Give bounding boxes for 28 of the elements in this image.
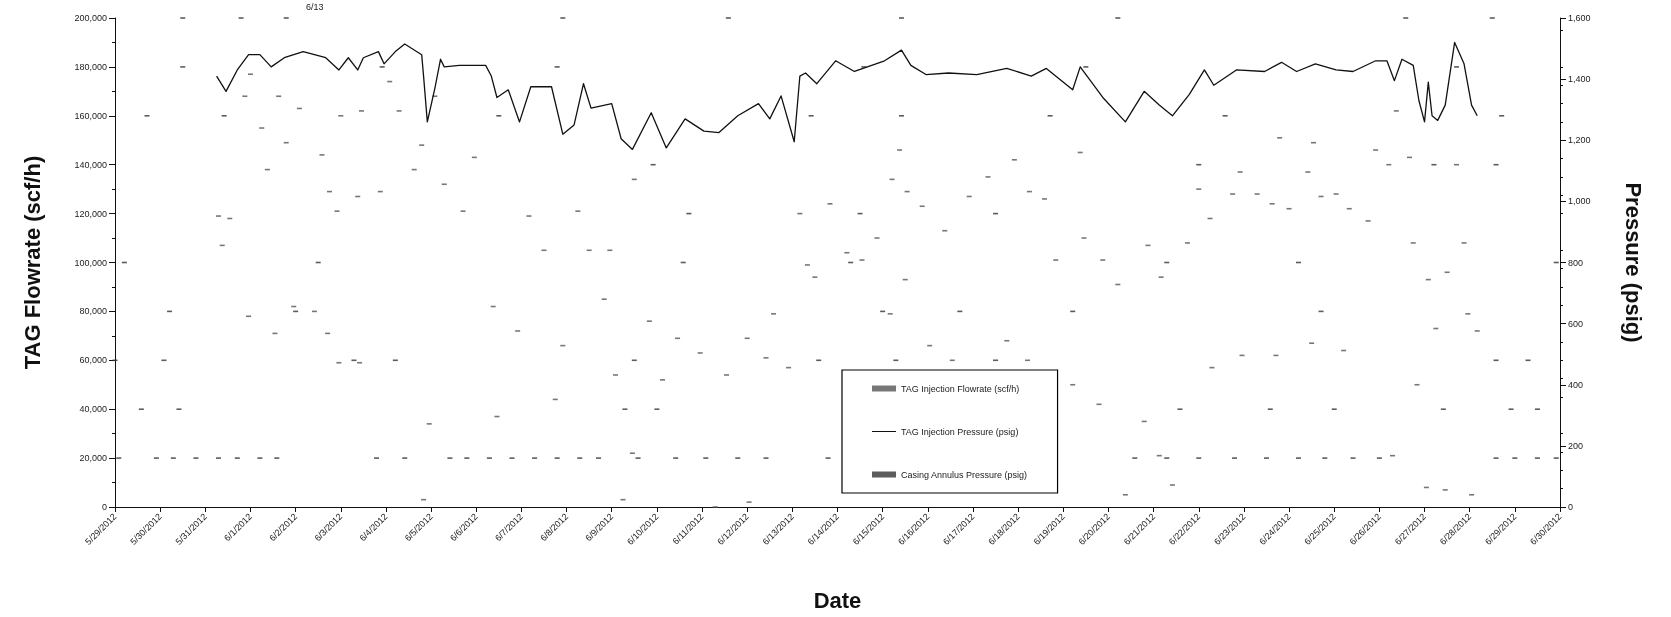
y-tick-label: 160,000 [74, 110, 107, 121]
y-tick-label: 40,000 [79, 404, 107, 415]
y2-tick-label: 1,000 [1568, 196, 1591, 207]
y2-tick-label: 1,400 [1568, 74, 1591, 85]
y2-axis-title: Pressure (psig) [1620, 182, 1646, 343]
legend-label: Casing Annulus Pressure (psig) [901, 469, 1028, 480]
y-tick-label: 80,000 [79, 306, 107, 317]
y2-tick-label: 200 [1568, 440, 1584, 451]
x-axis-title: Date [813, 587, 862, 613]
y2-tick-label: 600 [1568, 318, 1584, 329]
legend-label: TAG Injection Pressure (psig) [901, 426, 1019, 437]
y2-tick-label: 800 [1568, 257, 1584, 268]
y2-tick-label: 1,600 [1568, 13, 1591, 23]
y-axis-title: TAG Flowrate (scf/h) [19, 155, 45, 370]
y2-tick-label: 0 [1568, 502, 1574, 512]
y2-tick-label: 400 [1568, 379, 1584, 390]
line-series [215, 41, 1478, 151]
y-tick-label: 0 [101, 502, 107, 512]
y-tick-label: 200,000 [74, 13, 107, 23]
legend-label: TAG Injection Flowrate (scf/h) [901, 383, 1020, 394]
y-tick-label: 180,000 [74, 61, 107, 72]
y-tick-label: 100,000 [74, 257, 107, 268]
y-tick-label: 20,000 [79, 453, 107, 464]
y-tick-label: 60,000 [79, 355, 107, 366]
text: 6/13 [306, 1, 324, 12]
y-tick-label: 120,000 [74, 208, 107, 219]
y-tick-label: 140,000 [74, 159, 107, 170]
y2-tick-label: 1,200 [1568, 135, 1591, 146]
